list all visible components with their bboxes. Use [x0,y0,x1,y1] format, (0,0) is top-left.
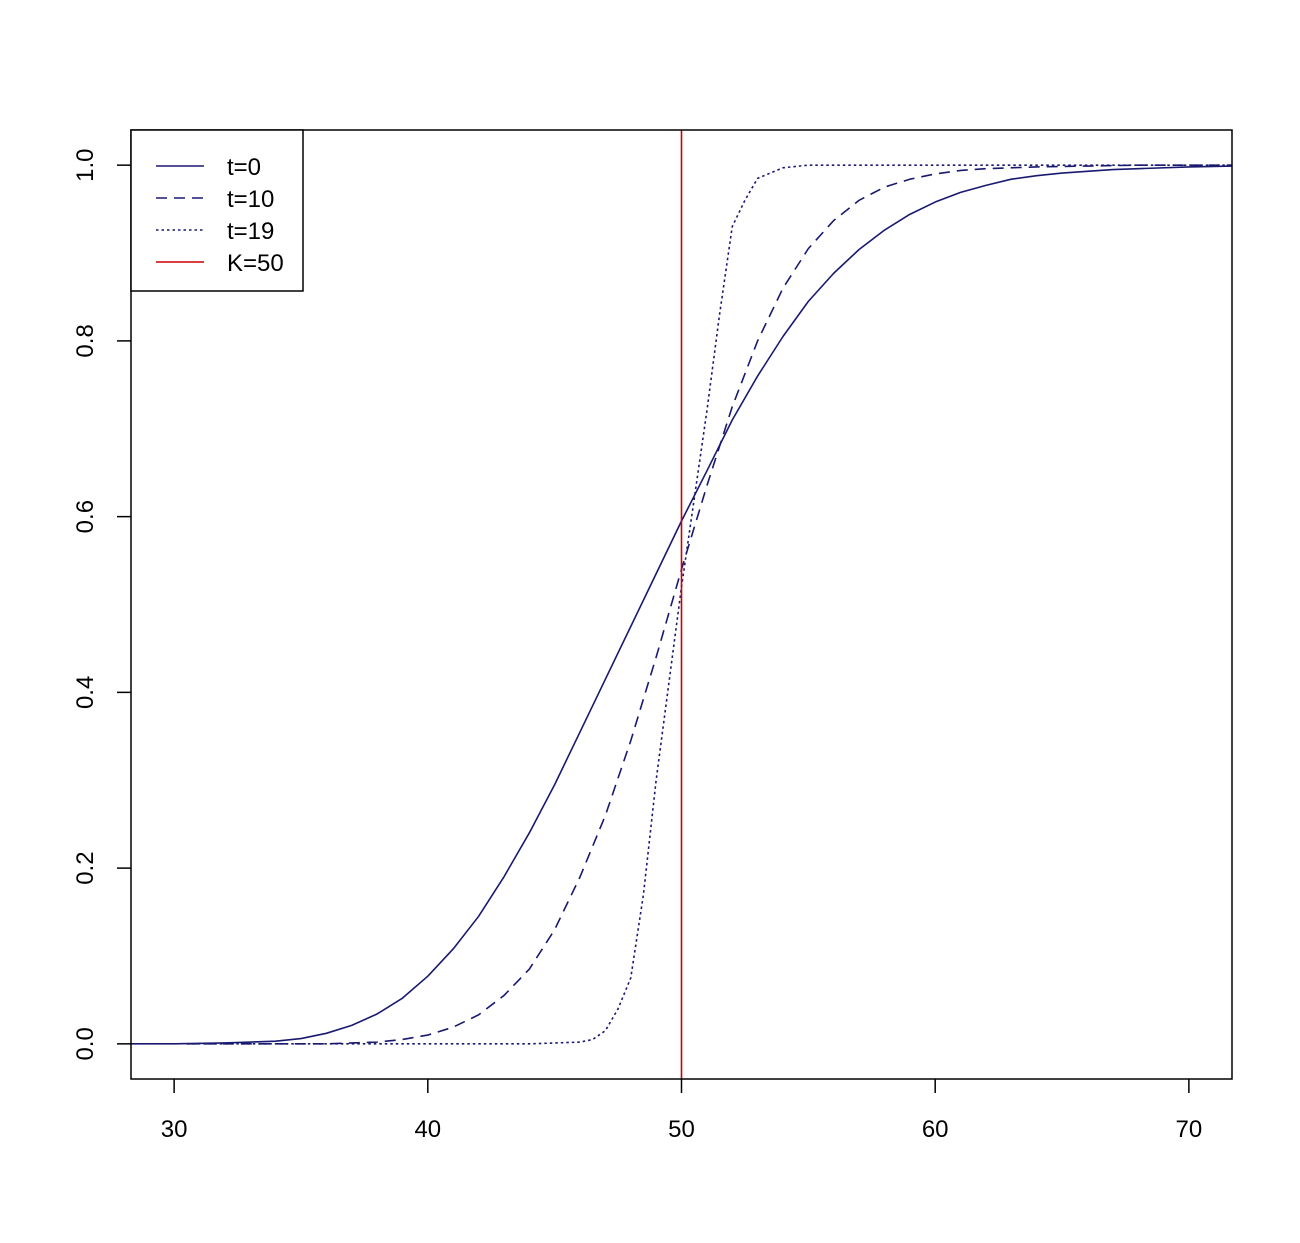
legend-label: K=50 [227,250,284,277]
series-layer [131,130,1232,1079]
legend-box [130,129,304,292]
y-tick-label: 0.6 [72,500,99,533]
y-tick-label: 0.4 [72,676,99,709]
y-tick-label: 0.0 [72,1027,99,1060]
axes-layer: 30 40 50 60 70 0.0 0.2 0.4 0.6 0.8 1.0 [72,148,1202,1143]
x-tick-label: 50 [668,1116,695,1143]
legend-label: t=10 [227,186,274,213]
series-line-t19 [186,164,1232,1045]
plot-frame [130,129,1233,1080]
legend-label: t=0 [227,154,261,181]
legend: t=0 t=10 t=19 K=50 [130,129,304,292]
x-tick-label: 70 [1176,1116,1203,1143]
legend-label: t=19 [227,218,274,245]
y-tick-label: 0.2 [72,851,99,884]
series-line-t10 [186,164,1232,1045]
x-tick-label: 30 [161,1116,188,1143]
y-tick-label: 1.0 [72,148,99,181]
y-tick-label: 0.8 [72,324,99,357]
x-tick-label: 60 [922,1116,949,1143]
series-line-t0 [131,165,1232,1045]
x-tick-label: 40 [414,1116,441,1143]
